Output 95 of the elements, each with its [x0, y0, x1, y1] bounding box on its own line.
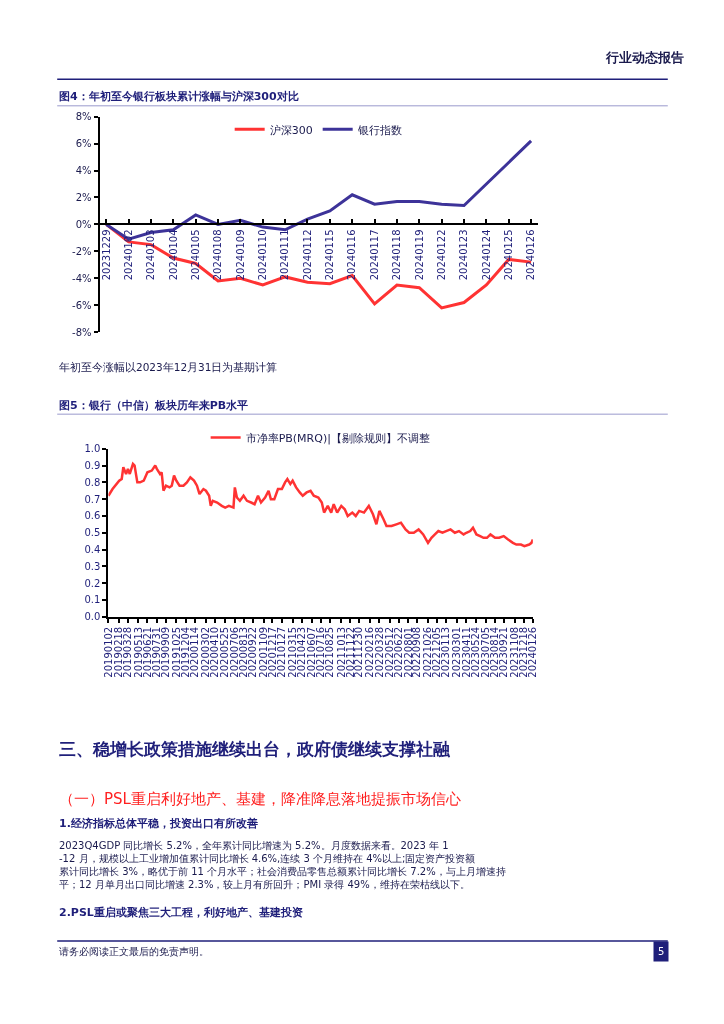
x-tick-label: 20221026 [422, 626, 434, 678]
y-tick-label: 0.5 [84, 527, 101, 539]
x-tick-label: 20240119 [413, 229, 425, 281]
y-tick-label: -2% [72, 245, 92, 257]
x-tick-label: 20220216 [364, 626, 376, 678]
x-tick-label: 20210716 [315, 626, 327, 678]
x-tick-label: 20210825 [324, 626, 336, 678]
text: 2.PSL重启或聚焦三大工程，利好地产、基建投资 [59, 906, 303, 919]
x-tick-label: 20210423 [295, 626, 307, 678]
x-tick-label: 20211122 [344, 626, 356, 678]
line-series [108, 462, 533, 548]
x-tick-label: 20240122 [435, 229, 447, 281]
text: （一）PSL重启利好地产、基建，降准降息落地提振市场信心 [59, 790, 461, 808]
y-tick-label: 0.1 [84, 594, 101, 606]
text: 5 [658, 946, 665, 957]
y-tick-label: 1.0 [84, 443, 101, 455]
x-tick-label: 20200302 [200, 626, 212, 678]
legend-label: 市净率PB(MRQ)|【剔除规则】不调整 [245, 431, 430, 445]
x-tick-label: 20220328 [373, 626, 385, 678]
text: 请务必阅读正文最后的免责声明。 [59, 946, 209, 957]
y-tick-label: 0.8 [84, 476, 101, 488]
x-tick-label: 20240126 [525, 229, 537, 281]
y-tick-label: 0% [75, 218, 92, 230]
y-tick-label: 6% [75, 138, 92, 150]
text: 2023Q4GDP 同比增长 5.2%，全年累计同比增速为 5.2%。月度数据来看。2023 年 1-12 月，规模以上工业增加值累计同比增长 4.6%,连续 3 个月维持在 4%以上;固定资产投资额累计同比增长 3%，略优于前 11 个月水平；社会消费品零售总额累计同比增长 7.2%，与上月增速持平；12 月单月出口同比增速 2.3%，较上月有所回升；PMI 录得 49%，维持在荣枯线以下。 [59, 840, 506, 890]
x-tick-label: 20201217 [266, 626, 278, 678]
text: 1.经济指标总体平稳，投资出口有所改善 [59, 817, 258, 830]
x-tick-label: 20240110 [257, 229, 269, 281]
x-tick-label: 20221205 [431, 626, 443, 678]
x-tick-label: 20230301 [451, 626, 463, 678]
x-tick-label: 20190731 [150, 626, 162, 678]
x-tick-label: 20191204 [179, 626, 191, 678]
x-tick-label: 20220622 [393, 626, 405, 678]
x-tick-label: 20210607 [306, 626, 318, 678]
y-tick-label: 0.6 [84, 510, 101, 522]
x-tick-label: 20190218 [113, 626, 125, 678]
y-tick-label: 0.9 [84, 460, 101, 472]
chart-title: 图5：银行（中信）板块历年来PB水平 [59, 399, 249, 412]
x-tick-label: 20210315 [286, 626, 298, 678]
legend-label: 银行指数 [356, 123, 402, 137]
x-tick-label: 20190102 [102, 626, 114, 678]
y-tick-label: -8% [72, 326, 92, 338]
x-tick-label: 20240108 [212, 229, 224, 281]
x-tick-label: 20190328 [122, 626, 134, 678]
x-tick-label: 20200114 [189, 626, 201, 678]
x-tick-label: 20210127 [276, 626, 288, 678]
x-tick-label: 20240124 [480, 229, 492, 281]
x-tick-label: 20240104 [167, 229, 179, 281]
x-tick-label: 20240105 [189, 229, 201, 281]
y-tick-label: 0.4 [84, 544, 101, 556]
chart-title: 图4：年初至今银行板块累计涨幅与沪深300对比 [59, 90, 299, 103]
x-tick-label: 20231218 [518, 626, 530, 678]
y-tick-label: 2% [75, 191, 92, 203]
x-tick-label: 20200922 [246, 626, 258, 678]
x-tick-label: 20240116 [346, 229, 358, 281]
x-tick-label: 20240118 [391, 229, 403, 281]
x-tick-label: 20231229 [100, 229, 112, 281]
x-tick-label: 20211013 [335, 626, 347, 678]
x-tick-label: 20240125 [502, 229, 514, 281]
text: 行业动态报告 [605, 50, 684, 65]
x-tick-label: 20201109 [258, 626, 269, 678]
x-tick-label: 20240126 [527, 626, 539, 678]
y-tick-label: 4% [75, 165, 92, 177]
y-tick-label: -6% [72, 299, 92, 311]
line-series [104, 222, 533, 310]
x-tick-label: 20231108 [509, 626, 520, 678]
y-tick-label: 0.2 [84, 577, 101, 589]
x-tick-label: 20190909 [160, 626, 172, 678]
x-tick-label: 20240111 [279, 229, 291, 281]
x-tick-label: 20200525 [219, 626, 231, 678]
x-tick-label: 20240123 [458, 229, 470, 281]
x-tick-label: 20230705 [480, 626, 492, 678]
text: 三、稳增长政策措施继续出台，政府债继续支撑社融 [59, 739, 451, 759]
y-tick-label: -4% [72, 272, 92, 284]
y-tick-label: 8% [75, 111, 92, 123]
x-tick-label: 20240112 [301, 229, 313, 281]
x-tick-label: 20220512 [383, 626, 395, 678]
text: 年初至今涨幅以2023年12月31日为基期计算 [59, 361, 278, 373]
x-tick-label: 20240109 [234, 229, 246, 281]
x-tick-label: 20190513 [132, 626, 144, 678]
x-tick-label: 20220801 [402, 626, 414, 678]
y-tick-label: 0.0 [84, 611, 101, 623]
x-tick-label: 20200410 [209, 626, 221, 678]
x-tick-label: 20230524 [470, 626, 482, 678]
x-tick-label: 20240115 [324, 229, 336, 281]
x-tick-label: 20240117 [368, 229, 380, 281]
x-tick-label: 20191025 [170, 626, 182, 678]
x-tick-label: 20190621 [141, 626, 153, 678]
y-tick-label: 0.3 [84, 560, 101, 572]
legend-label: 沪深300 [269, 123, 313, 137]
x-tick-label: 20211230 [353, 626, 365, 678]
x-tick-label: 20230113 [440, 626, 452, 678]
x-tick-label: 20230411 [460, 626, 472, 678]
y-tick-label: 0.7 [84, 493, 101, 505]
x-tick-label: 20220908 [411, 626, 423, 678]
